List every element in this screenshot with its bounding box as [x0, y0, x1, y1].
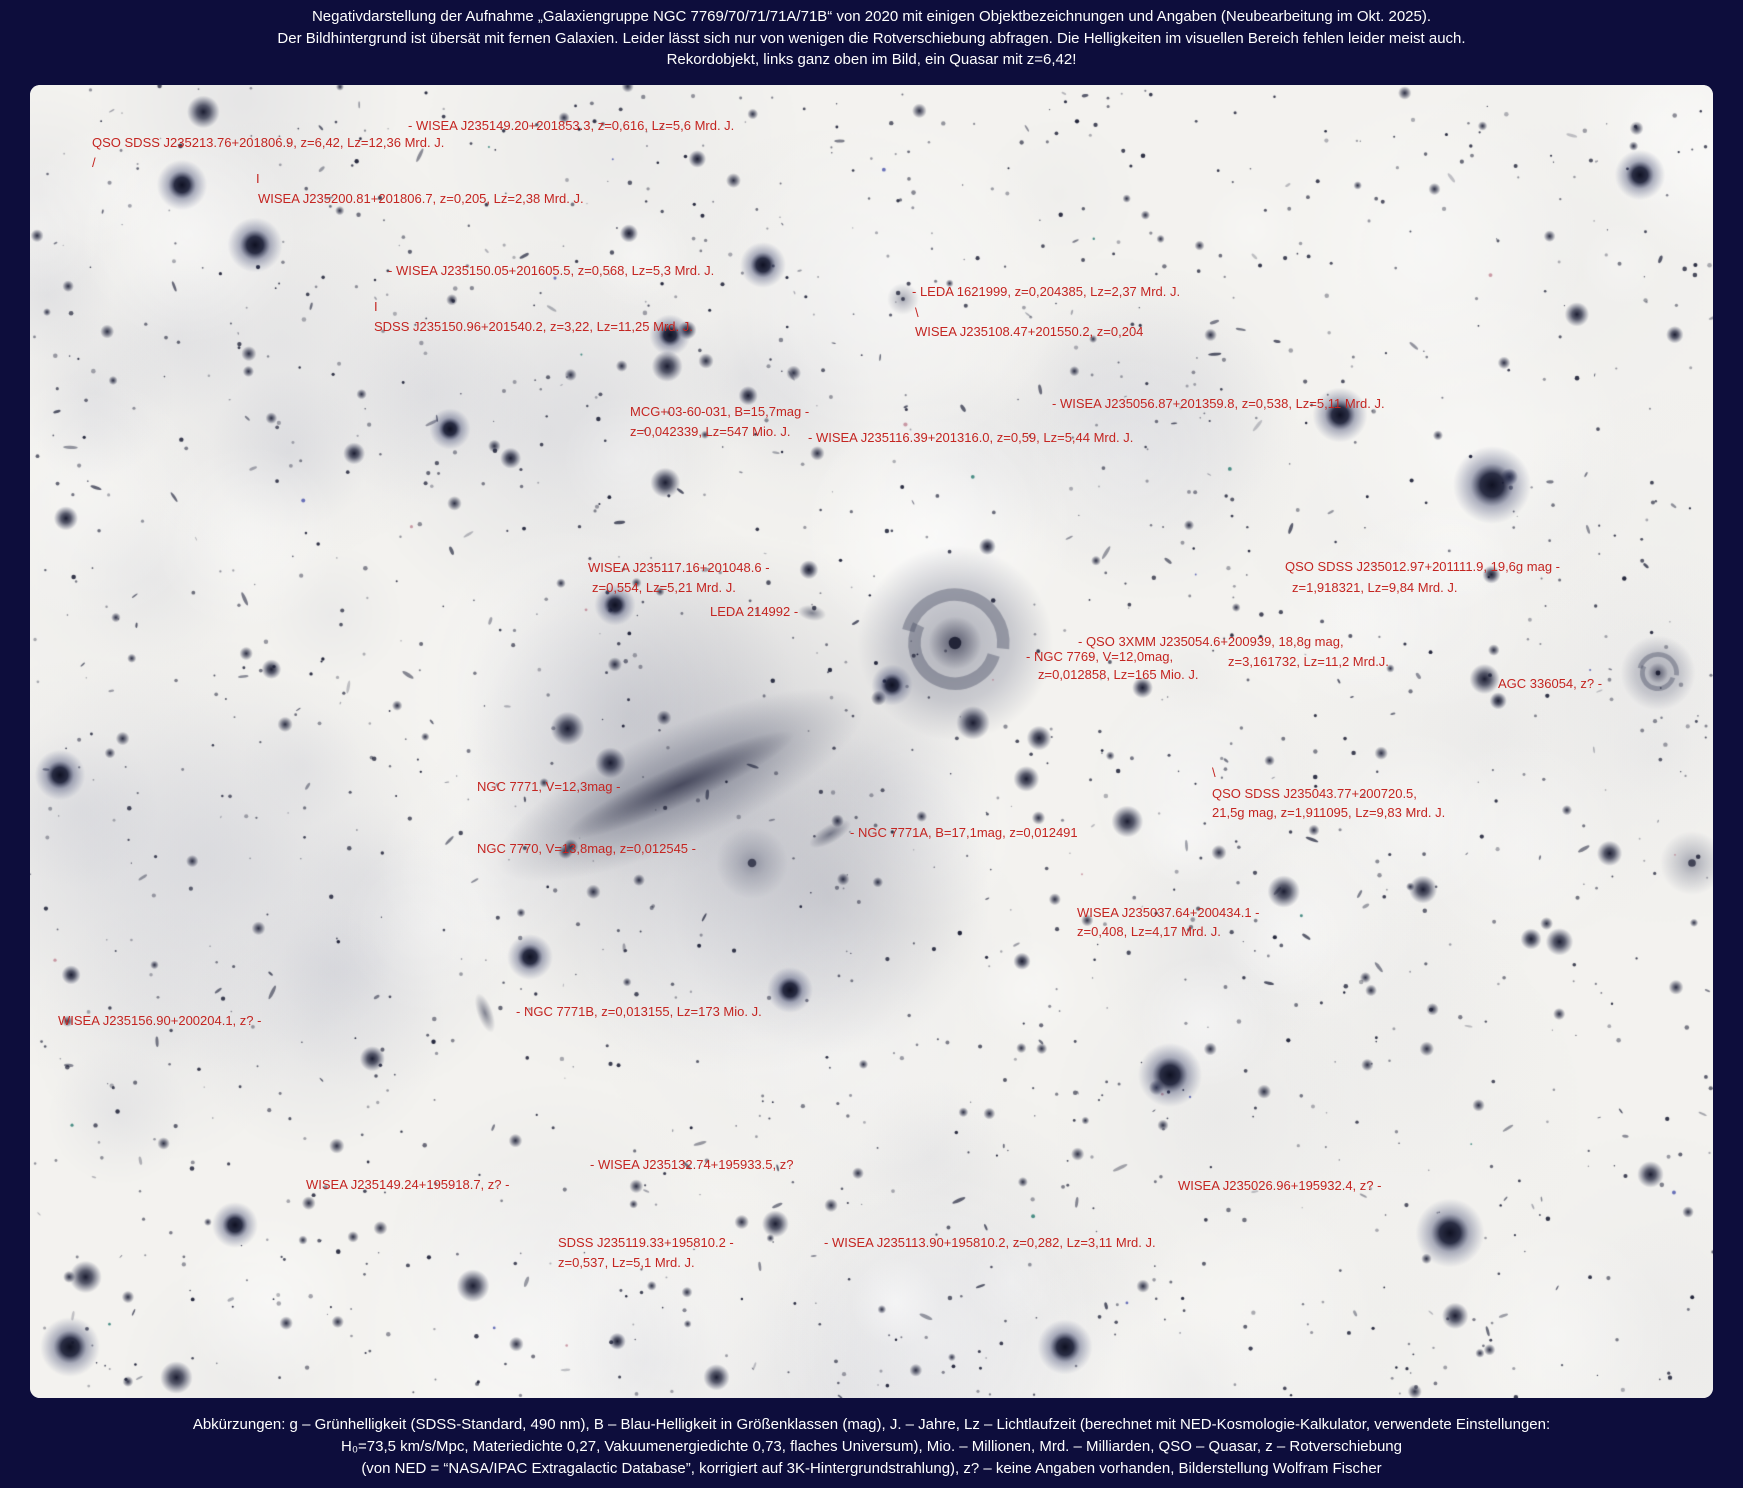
astro-photo: - WISEA J235149.20+201853.3, z=0,616, Lz…	[30, 85, 1713, 1398]
object-label: - NGC 7771B, z=0,013155, Lz=173 Mio. J.	[516, 1004, 762, 1019]
object-label: WISEA J235156.90+200204.1, z? -	[58, 1013, 262, 1028]
object-label: LEDA 214992 -	[710, 604, 799, 619]
credit-line: (von NED = “NASA/IPAC Extragalactic Data…	[361, 1460, 1382, 1477]
object-label: SDSS J235119.33+195810.2 -	[558, 1235, 734, 1250]
object-label: I	[374, 299, 378, 314]
object-label: NGC 7771, V=12,3mag -	[477, 779, 621, 794]
object-label: - WISEA J235113.90+195810.2, z=0,282, Lz…	[824, 1235, 1156, 1250]
object-label: z=0,012858, Lz=165 Mio. J.	[1038, 667, 1199, 682]
object-label: QSO SDSS J235012.97+201111.9, 19,6g mag …	[1285, 559, 1560, 574]
object-label: z=0,554, Lz=5,21 Mrd. J.	[592, 580, 736, 595]
object-label: QSO SDSS J235213.76+201806.9, z=6,42, Lz…	[92, 135, 445, 150]
abbreviations-line-2: H₀=73,5 km/s/Mpc, Materiedichte 0,27, Va…	[340, 1438, 1402, 1455]
object-label: z=3,161732, Lz=11,2 Mrd.J.	[1228, 654, 1389, 669]
object-label: - NGC 7771A, B=17,1mag, z=0,012491	[850, 825, 1078, 840]
bottom-caption: Abkürzungen: g – Grünhelligkeit (SDSS-St…	[0, 1414, 1743, 1480]
object-label: z=0,408, Lz=4,17 Mrd. J.	[1077, 924, 1221, 939]
object-label: I	[256, 171, 260, 186]
object-label: WISEA J235037.64+200434.1 -	[1077, 905, 1260, 920]
object-label: z=0,537, Lz=5,1 Mrd. J.	[558, 1255, 695, 1270]
object-label: 21,5g mag, z=1,911095, Lz=9,83 Mrd. J.	[1212, 805, 1446, 820]
object-label: MCG+03-60-031, B=15,7mag -	[630, 404, 810, 419]
caption-line-2: Der Bildhintergrund ist übersät mit fern…	[277, 29, 1466, 47]
object-label: QSO SDSS J235043.77+200720.5,	[1212, 786, 1417, 801]
object-label: - WISEA J235149.20+201853.3, z=0,616, Lz…	[408, 118, 735, 133]
caption-line-1: Negativdarstellung der Aufnahme „Galaxie…	[311, 8, 1432, 25]
object-label: SDSS J235150.96+201540.2, z=3,22, Lz=11,…	[374, 319, 693, 334]
object-label: - WISEA J235132.74+195933.5, z?	[590, 1157, 794, 1172]
object-label: z=1,918321, Lz=9,84 Mrd. J.	[1292, 580, 1458, 595]
object-label: - WISEA J235150.05+201605.5, z=0,568, Lz…	[388, 263, 715, 278]
object-label: WISEA J235026.96+195932.4, z? -	[1178, 1178, 1382, 1193]
object-label: z=0,042339, Lz=547 Mio. J.	[630, 424, 791, 439]
object-label: - QSO 3XMM J235054.6+200939, 18,8g mag,	[1078, 634, 1344, 649]
object-label: - WISEA J235056.87+201359.8, z=0,538, Lz…	[1052, 396, 1385, 411]
starfield-canvas	[30, 85, 1713, 1398]
label-layer: - WISEA J235149.20+201853.3, z=0,616, Lz…	[30, 85, 1713, 1398]
object-label: NGC 7770, V=13,8mag, z=0,012545 -	[477, 841, 696, 856]
object-label: - NGC 7769, V=12,0mag,	[1026, 649, 1174, 664]
top-caption: Negativdarstellung der Aufnahme „Galaxie…	[0, 6, 1743, 71]
object-label: \	[915, 305, 919, 320]
object-label: WISEA J235200.81+201806.7, z=0,205, Lz=2…	[258, 191, 584, 206]
object-label: AGC 336054, z? -	[1498, 676, 1603, 691]
object-label: WISEA J235149.24+195918.7, z? -	[306, 1177, 510, 1192]
object-label: - LEDA 1621999, z=0,204385, Lz=2,37 Mrd.…	[912, 284, 1181, 299]
object-label: WISEA J235108.47+201550.2, z=0,204	[915, 324, 1144, 339]
object-label: \	[1212, 765, 1216, 780]
object-label: WISEA J235117.16+201048.6 -	[588, 560, 770, 575]
object-label: - WISEA J235116.39+201316.0, z=0,59, Lz=…	[808, 430, 1134, 445]
object-label: /	[92, 155, 96, 170]
abbreviations-line-1: Abkürzungen: g – Grünhelligkeit (SDSS-St…	[192, 1416, 1551, 1433]
caption-line-3: Rekordobjekt, links ganz oben im Bild, e…	[666, 51, 1077, 68]
